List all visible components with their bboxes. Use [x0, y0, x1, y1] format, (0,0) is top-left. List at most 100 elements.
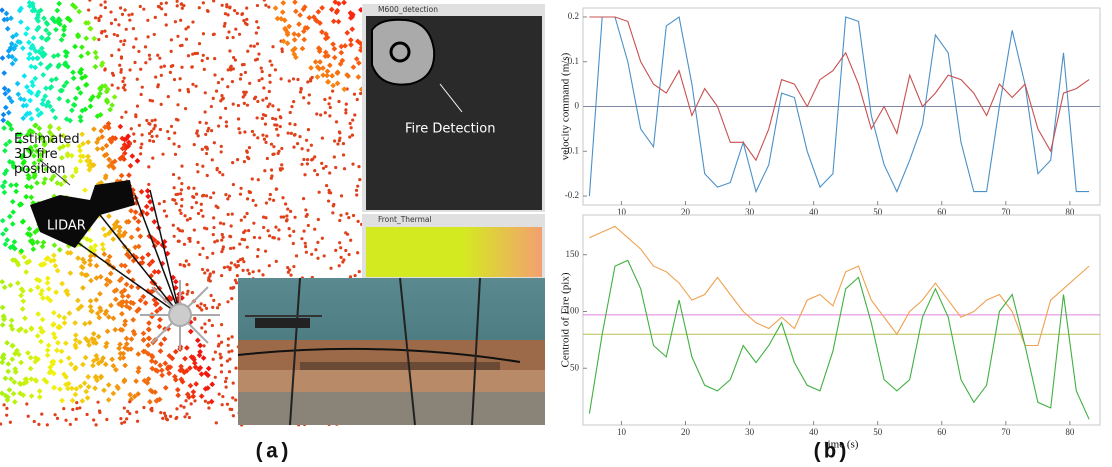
point — [230, 224, 233, 227]
point — [275, 260, 278, 263]
point — [292, 242, 295, 245]
point — [263, 138, 266, 141]
point — [211, 306, 214, 309]
point — [329, 267, 332, 270]
point — [286, 266, 289, 269]
point — [228, 235, 231, 238]
point — [212, 358, 215, 361]
point — [231, 335, 234, 338]
point — [251, 130, 254, 133]
point — [151, 157, 154, 160]
point — [64, 419, 67, 422]
point — [118, 64, 121, 67]
point — [172, 173, 175, 176]
point — [314, 248, 317, 251]
point — [222, 97, 225, 100]
point — [202, 32, 205, 35]
point — [305, 251, 308, 254]
point — [349, 122, 352, 125]
point — [183, 214, 186, 217]
point — [305, 139, 308, 142]
point — [117, 48, 120, 51]
point — [272, 145, 275, 148]
point — [292, 77, 295, 80]
point — [342, 153, 345, 156]
point — [224, 12, 227, 15]
point — [253, 45, 256, 48]
point — [306, 158, 309, 161]
point — [195, 201, 198, 204]
point — [225, 125, 228, 128]
point — [238, 131, 241, 134]
point — [339, 246, 342, 249]
point — [253, 133, 256, 136]
point — [191, 83, 194, 86]
point — [46, 423, 49, 426]
point — [194, 85, 197, 88]
point — [197, 134, 200, 137]
point — [223, 22, 226, 25]
point — [345, 212, 348, 215]
point — [154, 75, 157, 78]
point — [206, 256, 209, 259]
point — [232, 67, 235, 70]
point — [301, 147, 304, 150]
point — [125, 28, 128, 31]
point — [257, 269, 260, 272]
point — [348, 253, 351, 256]
point — [234, 58, 237, 61]
point — [190, 402, 193, 405]
point — [331, 90, 334, 93]
point — [302, 158, 305, 161]
point — [109, 10, 112, 13]
point — [156, 85, 159, 88]
point — [258, 236, 261, 239]
point — [156, 54, 159, 57]
point — [202, 54, 205, 57]
point — [150, 130, 153, 133]
point — [264, 4, 267, 7]
point — [144, 45, 147, 48]
point — [132, 132, 135, 135]
point — [193, 317, 196, 320]
point — [224, 193, 227, 196]
point — [288, 234, 291, 237]
point — [328, 96, 331, 99]
point — [190, 206, 193, 209]
point — [87, 8, 90, 11]
point — [293, 133, 296, 136]
point — [253, 236, 256, 239]
point — [180, 165, 183, 168]
point — [328, 114, 331, 117]
point — [237, 117, 240, 120]
point — [225, 377, 228, 380]
point — [321, 237, 324, 240]
point — [354, 274, 357, 277]
point — [209, 294, 212, 297]
point — [212, 191, 215, 194]
point — [180, 204, 183, 207]
point — [230, 408, 233, 411]
point — [179, 192, 182, 195]
point — [216, 239, 219, 242]
point — [292, 100, 295, 103]
point — [53, 413, 56, 416]
point — [224, 380, 227, 383]
point — [241, 12, 244, 15]
point — [220, 145, 223, 148]
point — [280, 47, 283, 50]
point — [198, 253, 201, 256]
plot-frame — [583, 215, 1100, 425]
point — [214, 376, 217, 379]
point — [317, 218, 320, 221]
point — [193, 143, 196, 146]
point — [178, 209, 181, 212]
point — [353, 93, 356, 96]
point — [226, 85, 229, 88]
point — [247, 229, 250, 232]
point — [116, 86, 119, 89]
point — [358, 270, 361, 273]
point — [252, 270, 255, 273]
hot-region — [372, 20, 434, 85]
point — [359, 92, 362, 95]
